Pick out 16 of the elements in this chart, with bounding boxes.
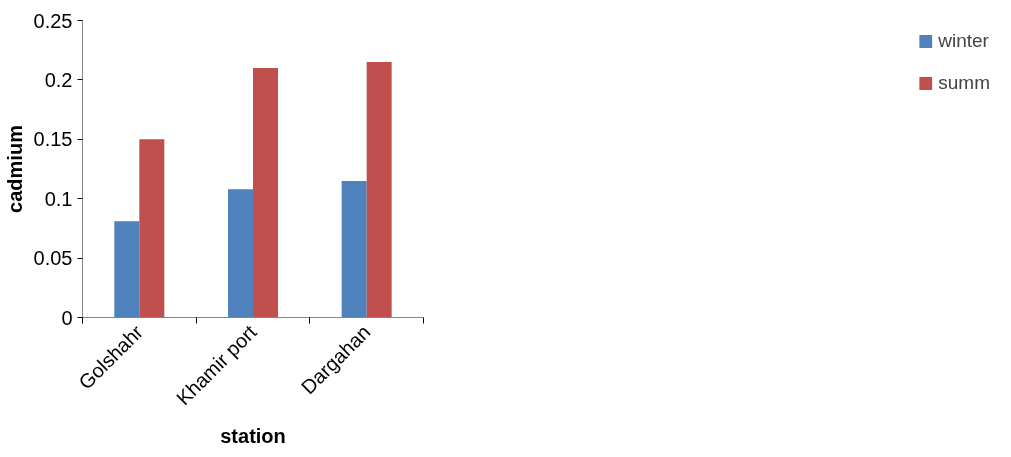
bar xyxy=(227,189,253,318)
legend-label: summ xyxy=(938,72,990,94)
y-tick-label: 0.1 xyxy=(44,187,73,210)
bar xyxy=(366,62,392,318)
bar xyxy=(341,180,367,318)
y-tick-label: 0.15 xyxy=(33,128,73,151)
bar xyxy=(139,139,165,318)
legend-label: winter xyxy=(938,30,989,52)
x-axis-title: station xyxy=(220,425,286,448)
y-axis-title: cadmium xyxy=(3,125,26,213)
bar xyxy=(253,68,279,318)
bar xyxy=(114,221,140,318)
y-tick-label: 0.25 xyxy=(33,9,73,32)
y-tick-label: 0 xyxy=(61,306,73,329)
y-tick-label: 0.05 xyxy=(33,247,73,270)
y-tick-label: 0.2 xyxy=(44,68,73,91)
